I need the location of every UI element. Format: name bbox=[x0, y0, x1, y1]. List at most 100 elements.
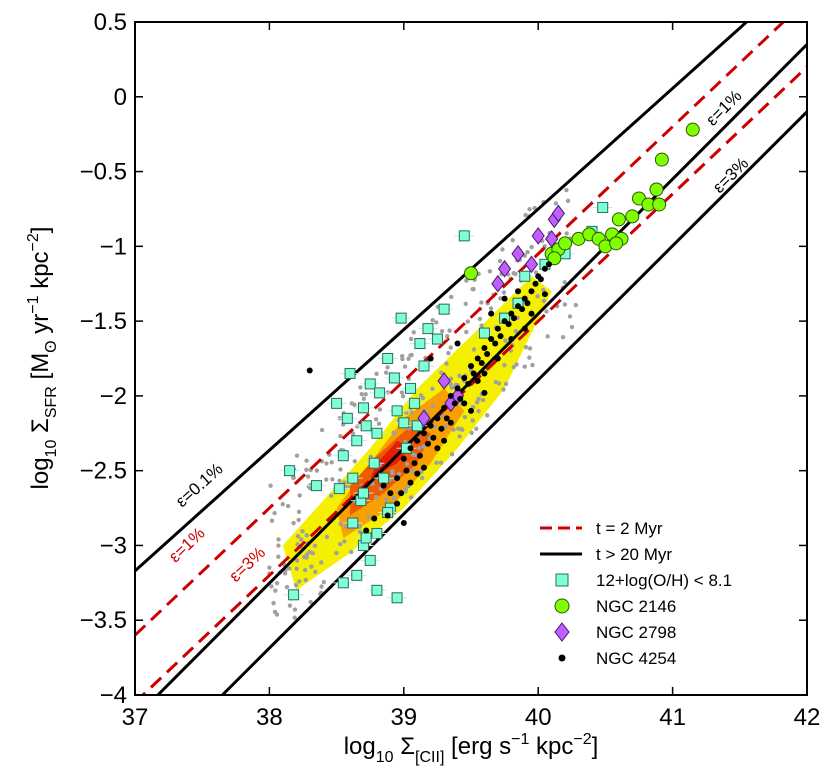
background-point bbox=[383, 370, 389, 375]
ngc4254-point bbox=[457, 395, 464, 402]
ngc4254-point bbox=[398, 490, 405, 497]
background-point bbox=[487, 269, 493, 274]
y-tick-label: −2 bbox=[100, 383, 127, 410]
metal-poor-point bbox=[360, 420, 372, 432]
background-point bbox=[319, 560, 324, 565]
ngc4254-point bbox=[363, 527, 370, 534]
background-point bbox=[384, 497, 389, 503]
background-point bbox=[342, 539, 347, 544]
background-point bbox=[440, 413, 446, 419]
ngc4254-point bbox=[521, 325, 528, 332]
background-point bbox=[497, 258, 503, 264]
background-point bbox=[292, 607, 298, 612]
ngc4254-point bbox=[494, 355, 501, 362]
x-axis-label: log10 Σ[CII] [erg s−1 kpc−2] bbox=[344, 731, 599, 766]
ngc4254-point bbox=[511, 315, 518, 322]
metal-poor-point bbox=[391, 592, 403, 604]
background-point bbox=[409, 352, 414, 358]
background-point bbox=[314, 468, 320, 473]
background-point bbox=[267, 565, 272, 570]
ngc4254-point bbox=[427, 422, 434, 429]
metal-poor-point bbox=[371, 527, 383, 539]
axis-ticks: 37 38 39 40 41 42 0.5 0 −0.5 −1 −1.5 −2 −2.5 −3 −3.5 −4 bbox=[80, 9, 821, 731]
ngc4254-point bbox=[407, 445, 414, 452]
background-point bbox=[447, 328, 452, 333]
ngc4254-point bbox=[403, 467, 410, 474]
x-tick-label: 40 bbox=[525, 704, 552, 731]
metal-poor-point bbox=[344, 367, 356, 379]
metal-poor-point bbox=[409, 397, 421, 409]
ngc4254-point bbox=[400, 520, 407, 527]
y-tick-label: −4 bbox=[100, 682, 127, 709]
background-point bbox=[465, 319, 470, 324]
ngc2146-point bbox=[547, 251, 562, 266]
legend-swatch bbox=[558, 654, 566, 662]
background-point bbox=[350, 431, 356, 436]
background-point bbox=[377, 407, 383, 412]
background-point bbox=[373, 417, 379, 422]
background-point bbox=[474, 400, 480, 405]
background-point bbox=[500, 247, 505, 252]
background-point bbox=[282, 571, 288, 576]
metal-poor-point bbox=[382, 353, 394, 364]
ngc2146-point bbox=[685, 122, 700, 137]
ngc2146-point bbox=[464, 266, 478, 281]
ngc4254-point bbox=[532, 280, 539, 287]
legend-swatch bbox=[554, 622, 570, 642]
ngc2146-point bbox=[609, 236, 624, 251]
metal-poor-point bbox=[388, 372, 400, 384]
metal-poor-point bbox=[337, 450, 349, 462]
background-point bbox=[276, 543, 281, 548]
background-point bbox=[292, 615, 297, 620]
ngc4254-point bbox=[380, 482, 387, 489]
background-point bbox=[338, 521, 343, 527]
background-point bbox=[501, 387, 506, 392]
y-tick-label: −3.5 bbox=[80, 607, 127, 634]
background-point bbox=[457, 434, 462, 439]
background-point bbox=[562, 280, 567, 285]
background-point bbox=[305, 474, 311, 479]
background-point bbox=[471, 347, 477, 352]
ngc4254-point bbox=[545, 261, 552, 268]
background-point bbox=[300, 529, 305, 534]
ngc4254-point bbox=[492, 340, 499, 347]
background-point bbox=[308, 599, 313, 605]
metal-poor-point bbox=[347, 517, 359, 529]
background-point bbox=[493, 379, 499, 385]
ngc4254-point bbox=[371, 515, 378, 522]
background-point bbox=[420, 395, 426, 401]
model-line bbox=[221, 110, 807, 695]
background-point bbox=[343, 524, 349, 529]
background-point bbox=[464, 329, 469, 335]
metal-poor-point bbox=[364, 378, 376, 390]
background-point bbox=[446, 350, 451, 356]
background-point bbox=[476, 396, 481, 402]
ngc4254-point bbox=[400, 455, 407, 462]
background-point bbox=[464, 278, 469, 283]
ngc4254-point bbox=[447, 392, 454, 399]
ngc4254-point bbox=[414, 437, 421, 444]
metal-poor-point bbox=[357, 402, 369, 414]
background-point bbox=[567, 314, 573, 319]
plot-frame bbox=[134, 21, 808, 696]
ngc2798-point bbox=[491, 274, 505, 293]
ngc4254-point bbox=[474, 377, 481, 384]
ngc2798-point bbox=[531, 227, 545, 245]
model-line bbox=[135, 22, 748, 572]
ngc2146-point bbox=[652, 197, 667, 212]
efficiency-label: ε=1% bbox=[165, 524, 209, 567]
y-tick-label: −3 bbox=[100, 532, 127, 559]
background-point bbox=[484, 413, 490, 418]
legend-swatch bbox=[555, 573, 569, 587]
metal-poor-point bbox=[341, 412, 353, 424]
ngc4254-point bbox=[306, 367, 313, 374]
ngc4254-point bbox=[451, 400, 458, 407]
ngc4254-point bbox=[447, 419, 454, 426]
background-point bbox=[438, 460, 444, 465]
ngc4254-point bbox=[443, 415, 450, 422]
metal-poor-point bbox=[438, 303, 450, 315]
background-point bbox=[329, 493, 334, 498]
background-point bbox=[361, 396, 367, 401]
background-point bbox=[545, 334, 550, 339]
background-point bbox=[527, 355, 532, 360]
